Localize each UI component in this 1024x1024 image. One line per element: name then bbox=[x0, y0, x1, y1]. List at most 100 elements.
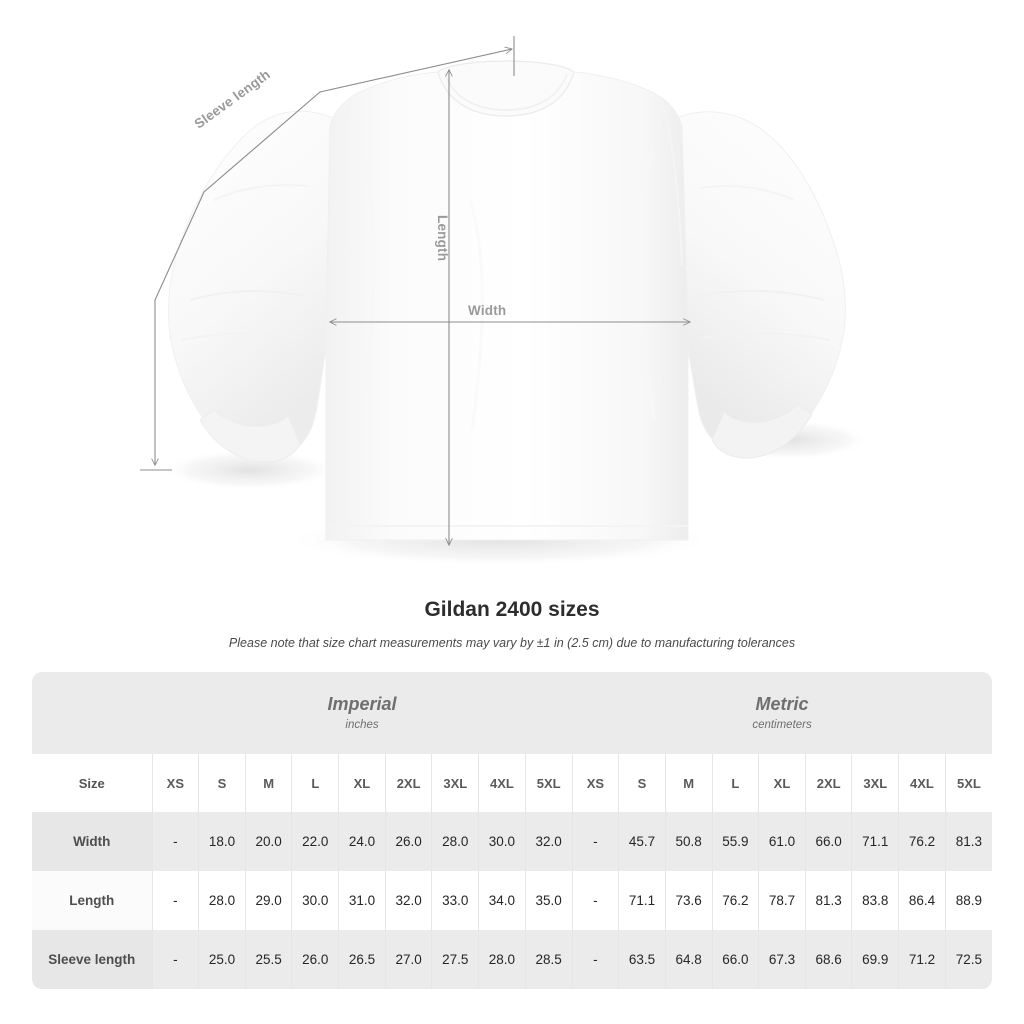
unit-measure-name: centimeters bbox=[752, 719, 812, 731]
size-chart-table: Imperial inches Metric centimeters Size XS S M L… bbox=[32, 672, 993, 989]
measurement-cell: 26.5 bbox=[338, 930, 386, 989]
measurement-cell: 30.0 bbox=[291, 871, 339, 930]
table-row: Length -28.0 29.0 30.0 31.0 32.0 33.0 34.0 35.0-… bbox=[32, 871, 993, 930]
measurement-cell: 25.0 bbox=[198, 930, 246, 989]
measurement-cell: 26.0 bbox=[291, 930, 339, 989]
measurement-cell: 81.3 bbox=[804, 871, 852, 930]
measurement-cell: 67.3 bbox=[758, 930, 806, 989]
measurement-cell: 72.5 bbox=[944, 930, 993, 989]
measurement-cell: - bbox=[571, 871, 619, 930]
measurement-cell: 63.5 bbox=[618, 930, 666, 989]
measurement-cell: - bbox=[571, 930, 619, 989]
measurement-cell: 81.3 bbox=[944, 812, 993, 871]
measurement-cell: 32.0 bbox=[384, 871, 432, 930]
measurement-cell: 61.0 bbox=[758, 812, 806, 871]
size-column-header-4xl: 4XL bbox=[898, 754, 946, 812]
garment-illustration: Sleeve length Length Width bbox=[140, 36, 870, 566]
measurement-row-label: Length bbox=[32, 871, 152, 930]
measurement-cell: 27.0 bbox=[384, 930, 432, 989]
right-sleeve bbox=[671, 111, 846, 459]
measurement-cell: 68.6 bbox=[804, 930, 852, 989]
measurement-cell: 64.8 bbox=[664, 930, 712, 989]
measurement-cell: 31.0 bbox=[338, 871, 386, 930]
size-column-header-5xl: 5XL bbox=[944, 754, 993, 812]
dimension-lines bbox=[140, 36, 690, 545]
unit-banner-cell: Metric centimeters bbox=[572, 672, 993, 754]
measurement-cell: 69.9 bbox=[851, 930, 899, 989]
page-title: Gildan 2400 sizes bbox=[424, 598, 600, 621]
size-column-header-xs: XS bbox=[571, 754, 619, 812]
measurement-cell: 28.5 bbox=[524, 930, 573, 989]
size-column-header-xl: XL bbox=[758, 754, 806, 812]
unit-system-name: Metric bbox=[755, 694, 809, 714]
measurement-cell: 29.0 bbox=[244, 871, 292, 930]
width-dimension-label: Width bbox=[468, 303, 507, 318]
measurement-cell: 20.0 bbox=[244, 812, 292, 871]
measurement-cell: 28.0 bbox=[198, 871, 246, 930]
measurement-cell: 76.2 bbox=[898, 812, 946, 871]
size-column-header-2xl: 2XL bbox=[384, 754, 432, 812]
measurement-cell: 78.7 bbox=[758, 871, 806, 930]
table-row: Sleeve length -25.0 25.5 26.0 26.5 27.0 27.5 28… bbox=[32, 930, 993, 989]
measurement-cell: 88.9 bbox=[944, 871, 993, 930]
size-column-header-m: M bbox=[244, 754, 292, 812]
measurement-cell: 45.7 bbox=[618, 812, 666, 871]
unit-banner-spacer bbox=[32, 672, 152, 754]
tolerance-note: Please note that size chart measurements… bbox=[228, 636, 796, 650]
measurement-cell: 71.1 bbox=[618, 871, 666, 930]
measurement-row-label: Sleeve length bbox=[32, 930, 152, 989]
measurement-cell: - bbox=[151, 812, 199, 871]
left-sleeve bbox=[168, 110, 337, 463]
measurement-cell: 27.5 bbox=[431, 930, 479, 989]
measurement-row-label: Width bbox=[32, 812, 152, 871]
unit-system-name: Imperial bbox=[327, 694, 397, 714]
measurement-cell: 66.0 bbox=[711, 930, 759, 989]
measurement-cell: 83.8 bbox=[851, 871, 899, 930]
size-column-header-xl: XL bbox=[338, 754, 386, 812]
size-header-row: Size XS S M L XL 2XL 3XL 4XL 5XL XS S M L XL 2XL 3XL 4XL 5… bbox=[32, 754, 993, 812]
shirt-body bbox=[325, 60, 689, 541]
measurement-cell: 32.0 bbox=[524, 812, 573, 871]
chart-caption: Gildan 2400 sizes Please note that size … bbox=[0, 596, 1024, 651]
size-column-header-m: M bbox=[664, 754, 712, 812]
measurement-cell: 25.5 bbox=[244, 930, 292, 989]
size-column-header-2xl: 2XL bbox=[804, 754, 852, 812]
measurement-cell: 71.2 bbox=[898, 930, 946, 989]
measurement-cell: - bbox=[151, 930, 199, 989]
measurement-cell: 30.0 bbox=[478, 812, 526, 871]
measurement-cell: 73.6 bbox=[664, 871, 712, 930]
measurement-cell: 33.0 bbox=[431, 871, 479, 930]
size-column-header-4xl: 4XL bbox=[478, 754, 526, 812]
measurement-cell: 28.0 bbox=[478, 930, 526, 989]
measurement-cell: 18.0 bbox=[198, 812, 246, 871]
size-column-header-l: L bbox=[291, 754, 339, 812]
size-column-header: Size bbox=[32, 754, 152, 812]
unit-banner-cell: Imperial inches bbox=[152, 672, 573, 754]
measurement-cell: 66.0 bbox=[804, 812, 852, 871]
measurement-cell: 50.8 bbox=[664, 812, 712, 871]
measurement-cell: 76.2 bbox=[711, 871, 759, 930]
size-column-header-l: L bbox=[711, 754, 759, 812]
table-row: Width -18.0 20.0 22.0 24.0 26.0 28.0 30.0 32.0-4… bbox=[32, 812, 993, 871]
measurement-cell: - bbox=[571, 812, 619, 871]
measurement-cell: 34.0 bbox=[478, 871, 526, 930]
measurement-cell: 22.0 bbox=[291, 812, 339, 871]
size-column-header-s: S bbox=[198, 754, 246, 812]
size-column-header-5xl: 5XL bbox=[524, 754, 573, 812]
measurement-cell: 86.4 bbox=[898, 871, 946, 930]
unit-measure-name: inches bbox=[345, 719, 379, 731]
size-column-header-3xl: 3XL bbox=[851, 754, 899, 812]
measurement-cell: 35.0 bbox=[524, 871, 573, 930]
measurement-cell: 24.0 bbox=[338, 812, 386, 871]
size-chart-table-wrap: Imperial inches Metric centimeters Size XS S M L… bbox=[32, 672, 993, 989]
length-dimension-label: Length bbox=[435, 215, 450, 262]
measurement-cell: - bbox=[151, 871, 199, 930]
size-column-header-s: S bbox=[618, 754, 666, 812]
measurement-cell: 71.1 bbox=[851, 812, 899, 871]
unit-banner-row: Imperial inches Metric centimeters bbox=[32, 672, 993, 754]
size-column-header-xs: XS bbox=[151, 754, 199, 812]
measurement-cell: 55.9 bbox=[711, 812, 759, 871]
long-sleeve-tee-svg bbox=[140, 36, 870, 566]
measurement-cell: 28.0 bbox=[431, 812, 479, 871]
measurement-cell: 26.0 bbox=[384, 812, 432, 871]
